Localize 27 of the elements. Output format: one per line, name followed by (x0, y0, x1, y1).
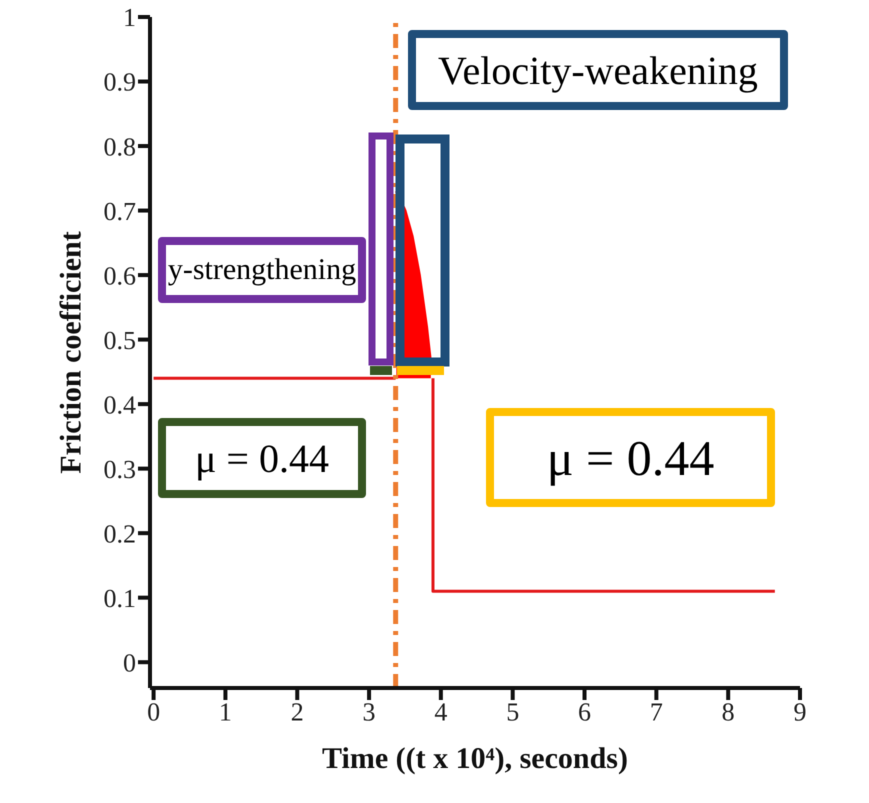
x-tick-label: 7 (650, 697, 663, 726)
x-tick-label: 8 (722, 697, 735, 726)
x-tick-label: 2 (290, 697, 304, 726)
y-tick-label: 0 (123, 648, 136, 678)
y-tick-label: 0.2 (104, 519, 136, 548)
x-tick-label: 4 (434, 697, 448, 726)
annotation: μ = 0.44 (158, 418, 366, 498)
y-tick-label: 0.1 (104, 584, 136, 613)
y-tick-label: 1 (123, 3, 136, 32)
annotation: Velocity-weakening (408, 30, 788, 110)
y-tick-label: 0.9 (104, 68, 136, 97)
x-tick-label: 1 (218, 697, 232, 726)
x-tick-label: 9 (794, 697, 806, 726)
y-tick-label: 0.6 (104, 261, 136, 290)
y-tick-label: 0.5 (104, 326, 136, 355)
x-tick-label: 6 (578, 697, 592, 726)
y-axis-title: Friction coefficient (54, 231, 88, 474)
x-tick-label: 3 (362, 697, 376, 726)
y-tick-label: 0.8 (104, 132, 136, 162)
annotation: y-strengthening (158, 237, 366, 303)
x-axis-title: Time ((t x 10⁴), seconds) (322, 742, 628, 775)
y-tick-label: 0.7 (104, 196, 136, 226)
y-tick-label: 0.3 (104, 454, 136, 484)
annotation: μ = 0.44 (486, 408, 775, 507)
x-tick-label: 5 (506, 697, 520, 726)
y-tick-label: 0.4 (104, 390, 136, 420)
x-tick-label: 0 (147, 697, 160, 726)
